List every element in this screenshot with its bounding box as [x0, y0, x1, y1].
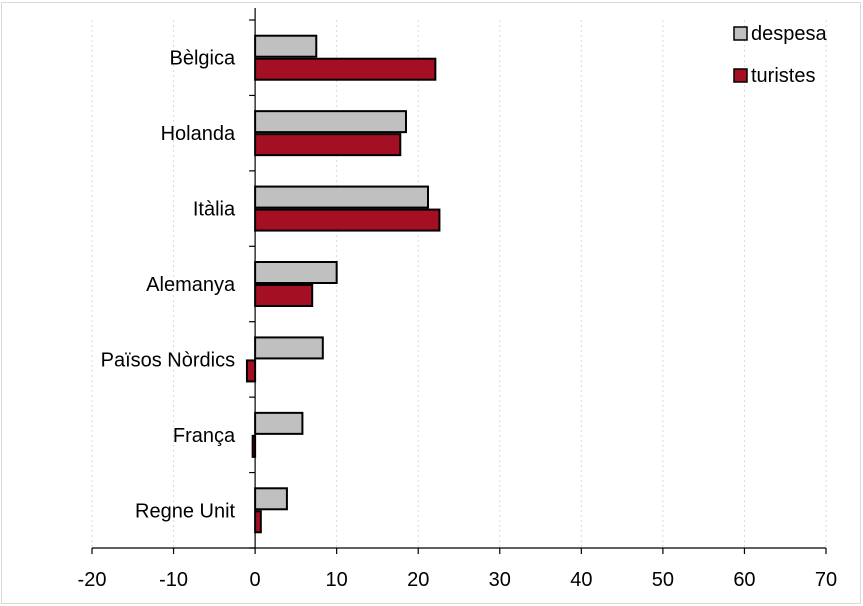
bar-turistes: [254, 57, 437, 81]
legend-label-despesa: despesa: [751, 23, 827, 45]
labels: Bèlgica Holanda Itàlia Alemanya Països Nòrdi…: [78, 48, 838, 591]
legend: despesa turistes: [733, 23, 827, 87]
bar-despesa: [254, 336, 324, 360]
category-label: França: [173, 425, 236, 447]
legend-label-turistes: turistes: [751, 65, 815, 87]
bar-despesa: [254, 110, 407, 134]
bar-despesa: [254, 411, 304, 435]
x-tick-label: 10: [326, 569, 348, 591]
axes: [91, 8, 827, 554]
x-tick-label: -10: [159, 569, 188, 591]
category-label: Regne Unit: [135, 500, 236, 522]
x-tick-label: 0: [250, 569, 261, 591]
bar-turistes: [245, 359, 257, 383]
x-tick-label: 40: [570, 569, 592, 591]
bar-despesa: [254, 487, 288, 511]
bar-despesa: [254, 185, 430, 209]
x-tick-label: 30: [489, 569, 511, 591]
category-label: Països Nòrdics: [101, 349, 236, 371]
category-label: Alemanya: [146, 274, 236, 296]
legend-swatch-turistes: [733, 68, 748, 83]
bar-turistes: [254, 510, 262, 534]
gridlines: [91, 20, 827, 548]
x-tick-label: 50: [652, 569, 674, 591]
x-tick-label: 20: [407, 569, 429, 591]
bar-turistes: [254, 208, 441, 232]
category-label: Itàlia: [193, 199, 236, 221]
legend-swatch-despesa: [733, 26, 748, 41]
bar-despesa: [254, 261, 338, 284]
bar-despesa: [254, 34, 318, 58]
bar-turistes: [254, 284, 314, 307]
x-tick-label: -20: [78, 569, 107, 591]
bar-turistes: [254, 133, 402, 157]
x-tick-label: 60: [733, 569, 755, 591]
category-label: Holanda: [161, 123, 236, 145]
category-label: Bèlgica: [170, 48, 236, 70]
x-tick-label: 70: [815, 569, 837, 591]
